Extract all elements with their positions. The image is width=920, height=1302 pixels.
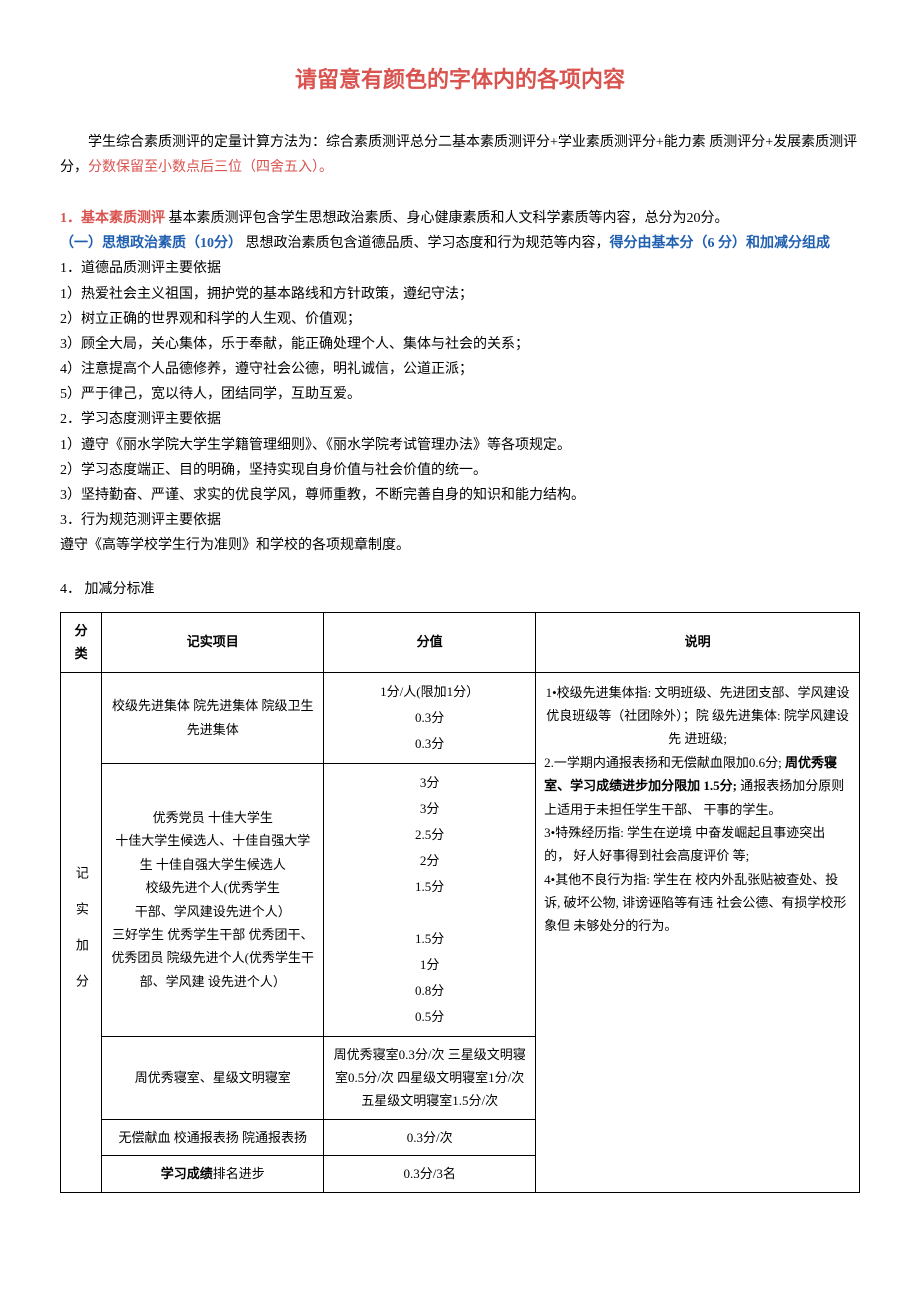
s1-head: 基本素质测评 xyxy=(81,211,165,226)
p4: 4． 加减分标准 xyxy=(60,577,860,602)
page-title: 请留意有颜色的字体内的各项内容 xyxy=(60,60,860,100)
th-notes: 说明 xyxy=(536,612,860,672)
table-header-row: 分类 记实项目 分值 说明 xyxy=(61,612,860,672)
scoring-table: 分类 记实项目 分值 说明 记 实 加 分 校级先进集体 院先进集体 院级卫生先… xyxy=(60,612,860,1193)
table-row: 记 实 加 分 校级先进集体 院先进集体 院级卫生先进集体 1分/人(限加1分）… xyxy=(61,672,860,763)
p2-2: 2）学习态度端正、目的明确，坚持实现自身价值与社会价值的统一。 xyxy=(60,458,860,483)
item-cell: 优秀党员 十佳大学生 十佳大学生候选人、十佳自强大学生 十佳自强大学生候选人 校… xyxy=(102,763,324,1036)
intro-red: 分数保留至小数点后三位（四舍五入）。 xyxy=(88,160,333,175)
item-cell: 无偿献血 校通报表扬 院通报表扬 xyxy=(102,1119,324,1155)
score-cell: 1分/人(限加1分） 0.3分 0.3分 xyxy=(324,672,536,763)
p1-2: 2）树立正确的世界观和科学的人生观、价值观； xyxy=(60,307,860,332)
note-2a: 2.一学期内通报表扬和无偿献血限加0.6分; xyxy=(544,755,785,770)
th-item: 记实项目 xyxy=(102,612,324,672)
s11-tail: 得分由基本分（6 分）和加减分组成 xyxy=(610,236,831,251)
note-4: 4•其他不良行为指: 学生在 校内外乱张贴被查处、投诉, 破坏公物, 诽谤诬陷等… xyxy=(544,868,851,938)
score-cell: 0.3分/3名 xyxy=(324,1156,536,1192)
score-cell: 0.3分/次 xyxy=(324,1119,536,1155)
th-score: 分值 xyxy=(324,612,536,672)
category-label: 记 实 加 分 xyxy=(69,866,92,991)
section-1-1: （一）思想政治素质（10分） 思想政治素质包含道德品质、学习态度和行为规范等内容… xyxy=(60,231,860,256)
item-cell: 校级先进集体 院先进集体 院级卫生先进集体 xyxy=(102,672,324,763)
item-cell: 学习成绩排名进步 xyxy=(102,1156,324,1192)
score-cell: 3分 3分 2.5分 2分 1.5分 1.5分 1分 0.8分 0.5分 xyxy=(324,763,536,1036)
section-1: 1．基本素质测评 基本素质测评包含学生思想政治素质、身心健康素质和人文科学素质等… xyxy=(60,206,860,231)
note-1: 1•校级先进集体指: 文明班级、先进团支部、学风建设 优良班级等（社团除外）；院… xyxy=(544,681,851,751)
s11-head: （一）思想政治素质（10分） xyxy=(60,236,242,251)
note-3: 3•特殊经历指: 学生在逆境 中奋发崛起且事迹突出的， 好人好事得到社会高度评价… xyxy=(544,821,851,868)
p1-1: 1）热爱社会主义祖国，拥护党的基本路线和方针政策，遵纪守法； xyxy=(60,282,860,307)
category-cell: 记 实 加 分 xyxy=(61,672,102,1192)
p1: 1．道德品质测评主要依据 xyxy=(60,256,860,281)
p1-3: 3）顾全大局，关心集体，乐于奉献，能正确处理个人、集体与社会的关系； xyxy=(60,332,860,357)
p3-1: 遵守《高等学校学生行为准则》和学校的各项规章制度。 xyxy=(60,533,860,558)
item-tail: 排名进步 xyxy=(213,1166,265,1181)
item-cell: 周优秀寝室、星级文明寝室 xyxy=(102,1036,324,1119)
s11-mid: 思想政治素质包含道德品质、学习态度和行为规范等内容， xyxy=(242,236,610,251)
note-2: 2.一学期内通报表扬和无偿献血限加0.6分; 周优秀寝 室、学习成绩进步加分限加… xyxy=(544,751,851,821)
p2: 2．学习态度测评主要依据 xyxy=(60,407,860,432)
p1-5: 5）严于律己，宽以待人，团结同学，互助互爱。 xyxy=(60,382,860,407)
intro-paragraph: 学生综合素质测评的定量计算方法为：综合素质测评总分二基本素质测评分+学业素质测评… xyxy=(60,130,860,180)
th-category: 分类 xyxy=(61,612,102,672)
item-bold: 学习成绩 xyxy=(161,1166,213,1181)
p3: 3．行为规范测评主要依据 xyxy=(60,508,860,533)
p1-4: 4）注意提高个人品德修养，遵守社会公德，明礼诚信，公道正派； xyxy=(60,357,860,382)
p2-1: 1）遵守《丽水学院大学生学籍管理细则》、《丽水学院考试管理办法》等各项规定。 xyxy=(60,433,860,458)
notes-cell: 1•校级先进集体指: 文明班级、先进团支部、学风建设 优良班级等（社团除外）；院… xyxy=(536,672,860,1192)
s1-num: 1． xyxy=(60,211,81,226)
s1-tail: 基本素质测评包含学生思想政治素质、身心健康素质和人文科学素质等内容，总分为20分… xyxy=(165,211,729,226)
p2-3: 3）坚持勤奋、严谨、求实的优良学风，尊师重教，不断完善自身的知识和能力结构。 xyxy=(60,483,860,508)
score-cell: 周优秀寝室0.3分/次 三星级文明寝室0.5分/次 四星级文明寝室1分/次 五星… xyxy=(324,1036,536,1119)
